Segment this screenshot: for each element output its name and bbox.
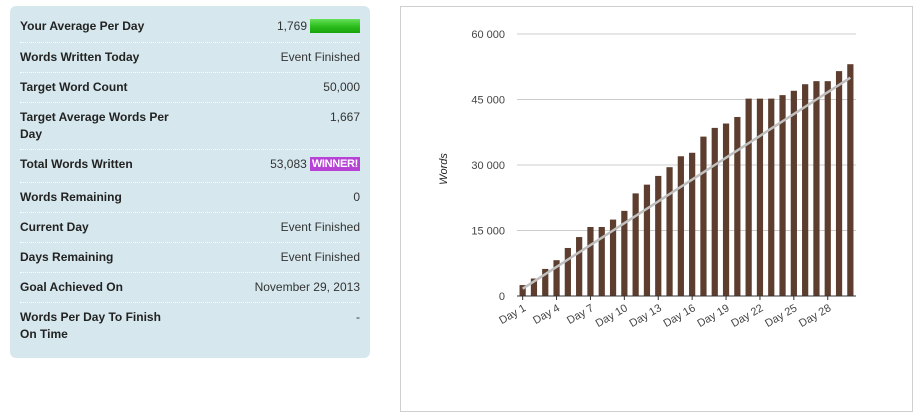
bar bbox=[519, 285, 526, 296]
average-progress-bar bbox=[310, 18, 360, 33]
x-tick-label: Day 10 bbox=[594, 302, 630, 330]
bar bbox=[621, 210, 628, 296]
stat-value: 53,083 WINNER! bbox=[270, 156, 360, 173]
stats-panel: Your Average Per Day 1,769 Words Written… bbox=[10, 6, 370, 358]
y-tick-label: 30 000 bbox=[471, 160, 505, 172]
target-line bbox=[521, 76, 852, 290]
stat-label: Words Remaining bbox=[20, 190, 122, 204]
bar bbox=[553, 260, 560, 296]
bar bbox=[587, 227, 594, 296]
stat-value: November 29, 2013 bbox=[254, 280, 360, 294]
x-tick-label: Day 13 bbox=[628, 302, 664, 330]
stat-value: Event Finished bbox=[280, 220, 360, 234]
bar bbox=[632, 193, 639, 296]
stat-value: - bbox=[356, 310, 360, 324]
stat-label: Goal Achieved On bbox=[20, 280, 123, 294]
bar bbox=[643, 184, 651, 296]
stat-row-target-average: Target Average Words Per Day 1,667 bbox=[20, 103, 360, 150]
bar bbox=[745, 98, 752, 296]
bar bbox=[598, 227, 605, 296]
bar bbox=[768, 98, 775, 296]
stat-value: Event Finished bbox=[280, 250, 360, 264]
average-per-day-value: 1,769 bbox=[276, 19, 307, 33]
bar bbox=[847, 64, 854, 296]
stat-row-words-to-finish: Words Per Day To Finish On Time - bbox=[20, 303, 360, 349]
stat-row-words-remaining: Words Remaining 0 bbox=[20, 183, 360, 213]
bar bbox=[711, 127, 718, 296]
stat-label: Target Word Count bbox=[20, 80, 128, 94]
x-tick-label: Day 4 bbox=[531, 302, 562, 327]
bar bbox=[655, 175, 662, 296]
y-tick-label: 45 000 bbox=[471, 95, 505, 107]
stat-label: Target Average Words Per Day bbox=[20, 110, 169, 141]
bar bbox=[779, 95, 786, 296]
stat-value: 1,769 bbox=[277, 18, 360, 35]
bar bbox=[790, 90, 797, 297]
stat-row-current-day: Current Day Event Finished bbox=[20, 213, 360, 243]
stat-label: Current Day bbox=[20, 220, 89, 234]
x-tick-label: Day 16 bbox=[661, 302, 697, 330]
total-words-value: 53,083 bbox=[270, 157, 307, 171]
y-axis-label: Words bbox=[438, 153, 450, 185]
x-tick-label: Day 22 bbox=[729, 302, 765, 330]
winner-badge: WINNER! bbox=[309, 156, 360, 171]
y-tick-label: 60 000 bbox=[471, 29, 505, 41]
bar bbox=[666, 167, 673, 296]
bar bbox=[824, 81, 831, 296]
bar bbox=[689, 152, 696, 296]
word-count-chart: 0 15 000 30 000 45 000 60 000 Day 1 Day 4 Day 7… bbox=[400, 6, 913, 412]
stat-row-goal-achieved: Goal Achieved On November 29, 2013 bbox=[20, 273, 360, 303]
bar bbox=[677, 156, 684, 296]
bar bbox=[542, 268, 549, 296]
x-tick-label: Day 25 bbox=[763, 302, 799, 330]
stat-row-days-remaining: Days Remaining Event Finished bbox=[20, 243, 360, 273]
stat-label: Words Per Day To Finish On Time bbox=[20, 310, 161, 341]
stat-value: 50,000 bbox=[323, 80, 360, 94]
stat-value: 0 bbox=[353, 190, 360, 204]
bar bbox=[802, 84, 809, 296]
stat-label: Days Remaining bbox=[20, 250, 114, 264]
stat-value: Event Finished bbox=[280, 50, 360, 64]
x-tick-label: Day 7 bbox=[565, 302, 596, 327]
bar bbox=[756, 98, 764, 296]
bar bbox=[700, 136, 707, 296]
y-tick-label: 0 bbox=[499, 291, 505, 303]
stat-label: Total Words Written bbox=[20, 157, 133, 171]
chart-svg: 0 15 000 30 000 45 000 60 000 Day 1 Day 4 Day 7… bbox=[438, 29, 856, 330]
stat-row-total-words: Total Words Written 53,083 WINNER! bbox=[20, 150, 360, 183]
bar bbox=[835, 71, 843, 296]
stat-row-average-per-day: Your Average Per Day 1,769 bbox=[20, 12, 360, 43]
bar bbox=[813, 81, 820, 296]
bar bbox=[722, 123, 730, 297]
x-tick-label: Day 28 bbox=[797, 302, 833, 330]
bar bbox=[530, 278, 538, 296]
y-tick-label: 15 000 bbox=[471, 226, 505, 238]
bar bbox=[609, 219, 617, 296]
bar bbox=[564, 247, 571, 296]
x-tick-label: Day 19 bbox=[695, 302, 731, 330]
bar bbox=[734, 116, 741, 296]
stat-row-words-today: Words Written Today Event Finished bbox=[20, 43, 360, 73]
bar bbox=[576, 237, 583, 296]
stat-row-target-word-count: Target Word Count 50,000 bbox=[20, 73, 360, 103]
stat-label: Words Written Today bbox=[20, 50, 140, 64]
stat-value: 1,667 bbox=[329, 110, 360, 124]
x-tick-label: Day 1 bbox=[497, 302, 528, 327]
stat-label: Your Average Per Day bbox=[20, 19, 145, 33]
